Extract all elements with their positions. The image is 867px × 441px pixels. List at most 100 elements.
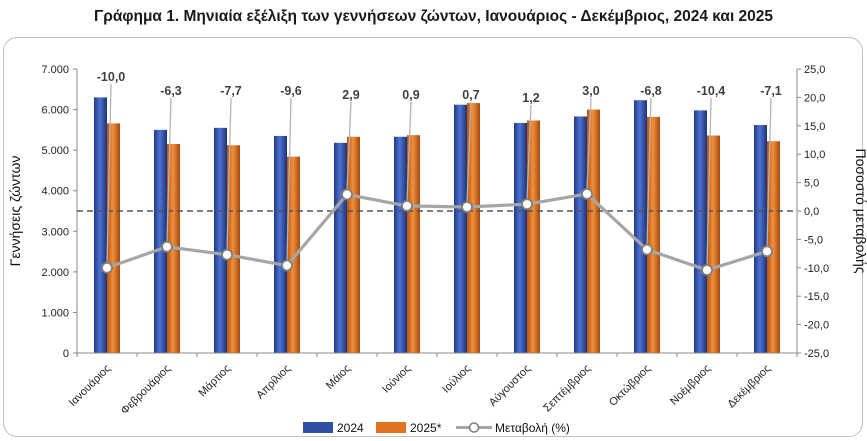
bar-2025 — [347, 136, 360, 353]
data-labels-layer: -10,0 -6,3 -7,7 -9,6 2,9 0,9 0,7 1,2 3,0 -6,8 -10,… — [97, 70, 782, 105]
bar-2024 — [754, 124, 767, 353]
x-axis-category-label: Σεπτέμβριος — [541, 363, 593, 415]
bar-2024 — [454, 104, 467, 354]
y-axis-right-tick-label: -20,0 — [804, 320, 829, 332]
data-label-leader-line — [106, 83, 112, 263]
change-point-marker — [281, 259, 293, 272]
bar-2024 — [634, 100, 647, 354]
y-axis-left-tick-label: 3.000 — [41, 226, 69, 238]
change-data-label: -9,6 — [280, 84, 302, 98]
y-axis-left-tick-label: 5.000 — [41, 145, 69, 157]
y-axis-right-tick-label: -5,0 — [804, 234, 823, 246]
data-label-leader-line — [526, 104, 532, 200]
data-label-leader-line — [766, 97, 772, 247]
x-axis-category-label: Αύγουστος — [487, 363, 533, 409]
bar-2024 — [274, 135, 287, 353]
data-label-leader-line — [466, 101, 472, 203]
change-data-label: 2,9 — [342, 88, 359, 102]
y-axis-right-tick-label: 10,0 — [804, 149, 825, 161]
legend-label-2025: 2025* — [410, 421, 442, 435]
change-data-label: -10,4 — [697, 84, 726, 98]
x-axis-category-label: Μάιος — [324, 363, 353, 392]
change-point-marker — [101, 261, 113, 274]
y-axis-left-tick-label: 7.000 — [41, 64, 69, 76]
change-data-label: 0,9 — [402, 88, 419, 102]
change-point-marker — [341, 188, 353, 201]
bar-2025 — [647, 116, 660, 353]
bar-2025 — [707, 135, 720, 353]
x-axis-category-label: Νοέμβριος — [668, 363, 713, 408]
x-axis-category-label: Απρίλιος — [254, 363, 293, 402]
bar-2025 — [467, 103, 480, 353]
legend-swatch-2024 — [303, 422, 333, 433]
y-axis-right-tick-label: -25,0 — [804, 348, 829, 360]
x-axis-category-label: Δεκέμβριος — [725, 363, 773, 411]
change-point-marker — [581, 188, 593, 200]
y-axis-right-tick-label: 25,0 — [804, 64, 825, 76]
data-label-leader-line — [586, 97, 592, 189]
bar-2025 — [767, 141, 780, 353]
change-data-label: 1,2 — [522, 91, 539, 105]
bars-layer — [94, 97, 780, 354]
bar-2025 — [527, 120, 540, 353]
bar-2024 — [574, 116, 587, 354]
x-axis-category-label: Ιανουάριος — [67, 363, 113, 409]
bar-2024 — [334, 142, 347, 353]
data-label-leader-line — [166, 97, 172, 242]
change-data-label: 3,0 — [582, 84, 599, 98]
chart-title: Γράφημα 1. Μηνιαία εξέλιξη των γεννήσεων… — [93, 8, 774, 25]
x-axis-category-label: Ιούνιος — [380, 363, 413, 396]
data-label-leader-line — [226, 97, 232, 250]
bar-2025 — [587, 109, 600, 353]
x-axis-category-label: Οκτώβριος — [607, 363, 653, 409]
change-point-marker — [641, 243, 653, 256]
y-axis-right-tick-label: -10,0 — [804, 263, 829, 275]
change-point-marker — [521, 198, 533, 211]
bar-2024 — [94, 97, 107, 354]
change-point-marker — [701, 264, 713, 276]
change-data-label: -7,7 — [220, 84, 242, 98]
legend: 2024 2025* Μεταβολή (%) — [303, 421, 570, 435]
bar-2024 — [214, 127, 227, 353]
change-data-label: -6,3 — [160, 84, 182, 98]
category-labels-layer: Ιανουάριος Φεβρουάριος Μάρτιος Απρίλιος Μάιο… — [67, 363, 773, 417]
change-data-label: -7,1 — [760, 84, 782, 98]
bar-2024 — [514, 122, 527, 354]
data-label-leader-line — [346, 101, 352, 190]
change-point-marker — [221, 248, 233, 261]
y-axis-left-title: Γεννήσεις ζώντων — [7, 156, 23, 267]
y-axis-left-tick-label: 4.000 — [41, 186, 69, 198]
change-point-marker — [461, 201, 473, 213]
y-axis-left-tick-label: 0 — [63, 348, 69, 360]
change-series-line — [106, 192, 768, 272]
bar-2025 — [227, 145, 240, 353]
x-axis-category-label: Μάρτιος — [196, 363, 233, 400]
data-label-leader-line — [286, 97, 292, 261]
change-point-marker — [761, 245, 773, 258]
x-axis-category-label: Ιούλιος — [440, 363, 473, 396]
y-axis-right-tick-label: 0,0 — [804, 206, 819, 218]
bar-2024 — [154, 129, 167, 353]
data-label-leader-line — [646, 97, 652, 245]
bar-2024 — [394, 136, 407, 353]
bar-2024 — [694, 110, 707, 353]
ticks-layer: 0 1.000 2.000 3.000 4.000 5.000 6.000 7.000 -25,… — [41, 64, 829, 360]
change-point-marker — [401, 199, 413, 212]
y-axis-right-title: Ποσοστό μεταβολής — [853, 148, 867, 273]
bar-2025 — [107, 123, 120, 353]
legend-label-2024: 2024 — [337, 421, 364, 435]
change-data-label: -10,0 — [97, 70, 126, 84]
legend-swatch-change-marker — [468, 422, 480, 433]
data-label-leader-line — [406, 101, 412, 201]
y-axis-left-tick-label: 1.000 — [41, 307, 69, 319]
axes-layer — [76, 69, 798, 357]
bar-2025 — [287, 156, 300, 353]
y-axis-right-tick-label: 15,0 — [804, 121, 825, 133]
change-data-label: -6,8 — [640, 84, 662, 98]
legend-label-change: Μεταβολή (%) — [495, 421, 570, 435]
change-point-marker — [161, 240, 173, 253]
x-axis-category-label: Φεβρουάριος — [119, 363, 173, 417]
y-axis-left-tick-label: 2.000 — [41, 267, 69, 279]
change-data-label: 0,7 — [462, 88, 479, 102]
